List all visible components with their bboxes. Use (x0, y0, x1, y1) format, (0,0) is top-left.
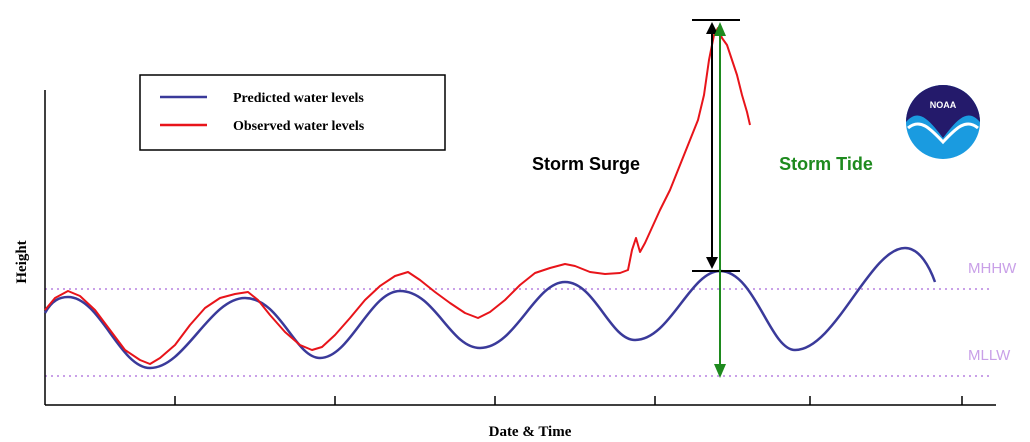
logo: NOAA (906, 85, 980, 159)
surge-arrowhead (706, 257, 718, 269)
logo-text: NOAA (930, 100, 957, 110)
legend (139, 74, 446, 151)
x-axis-label: Date & Time (489, 424, 572, 440)
axes (44, 90, 996, 406)
legend-label: Observed water levels (233, 119, 365, 134)
surge-arrow (692, 19, 740, 272)
mllw-label: MLLW (968, 347, 1011, 364)
storm-surge-label: Storm Surge (532, 154, 640, 174)
observed-curve (44, 27, 751, 365)
y-axis-label: Height (14, 240, 30, 283)
legend-label: Predicted water levels (233, 91, 364, 106)
storm-tide-label: Storm Tide (779, 154, 873, 174)
predicted-curve (43, 246, 937, 370)
tide-arrowhead (714, 22, 726, 36)
tide-arrowhead (714, 364, 726, 378)
surge-arrowhead (706, 22, 718, 34)
mhhw-label: MHHW (968, 260, 1017, 277)
